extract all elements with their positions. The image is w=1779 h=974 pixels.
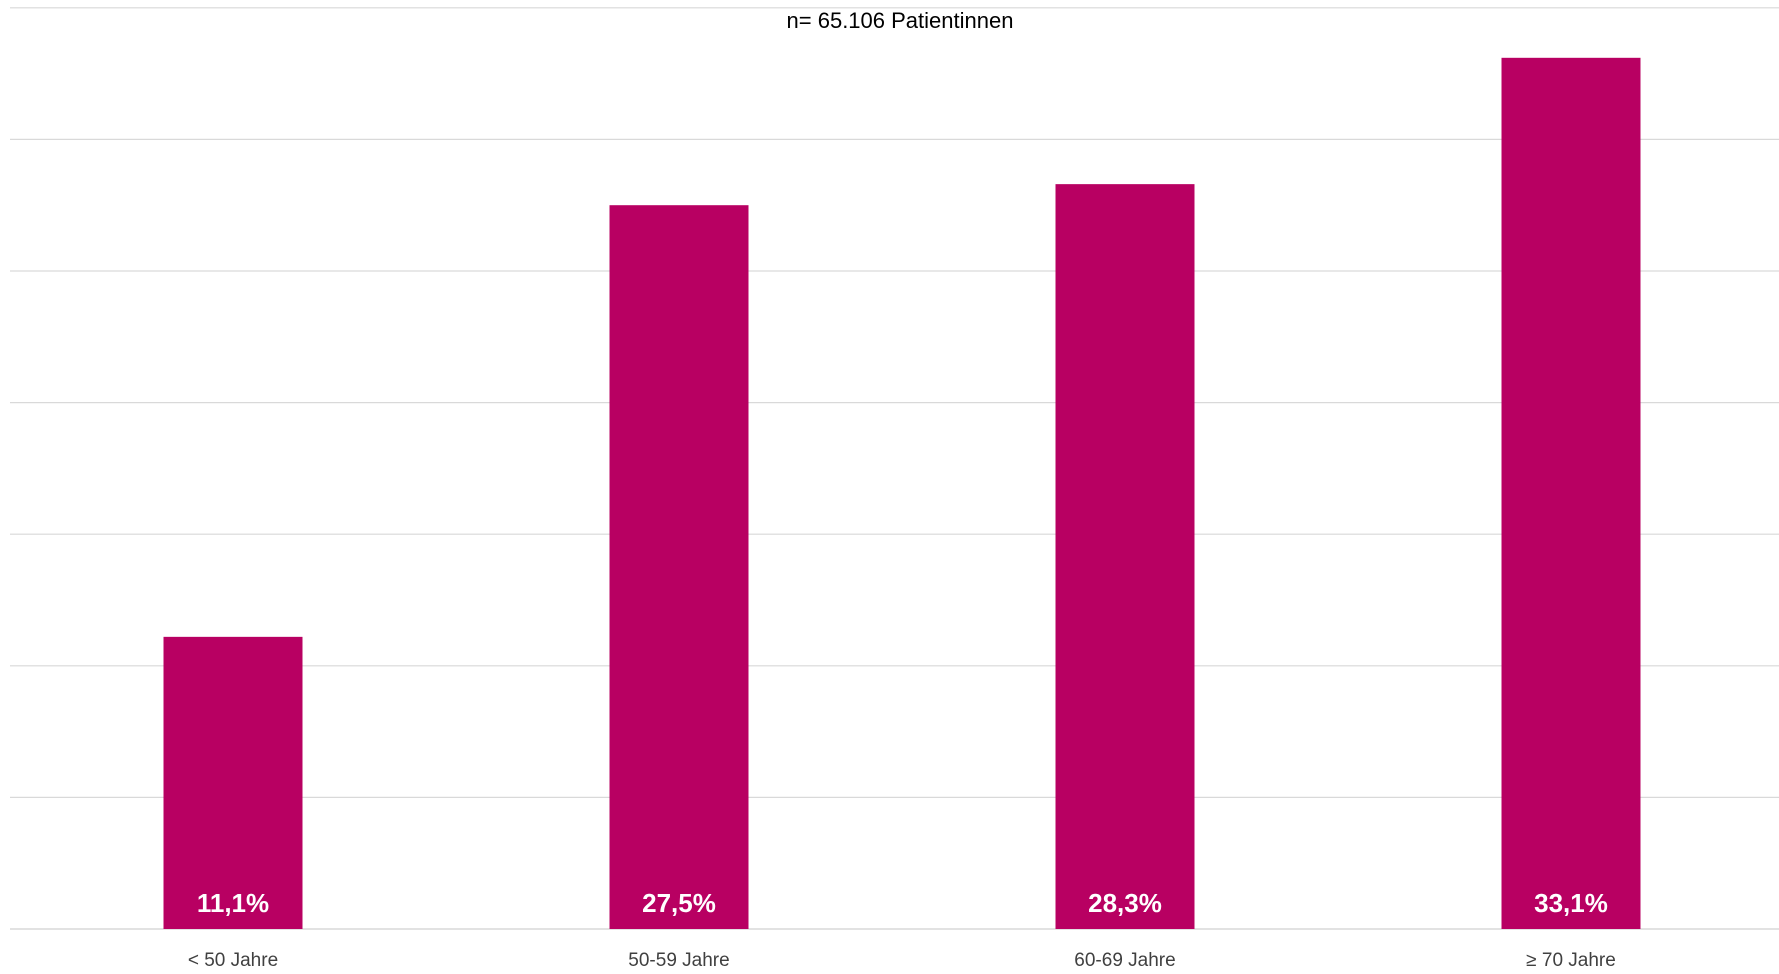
bar (609, 205, 749, 929)
x-tick-label: 50-59 Jahre (628, 950, 729, 971)
x-tick-label: ≥ 70 Jahre (1526, 950, 1616, 971)
bar (163, 636, 303, 929)
x-tick-label: 60-69 Jahre (1074, 950, 1175, 971)
data-label: 33,1% (1534, 888, 1608, 918)
gridlines (10, 7, 1779, 930)
data-label: 27,5% (642, 888, 716, 918)
data-labels: 11,1% 27,5% 28,3% 33,1% (197, 888, 1608, 918)
data-label: 28,3% (1088, 888, 1162, 918)
bar (1501, 57, 1641, 930)
x-axis-tick-labels: < 50 Jahre 50-59 Jahre 60-69 Jahre ≥ 70 Jah… (188, 950, 1616, 971)
data-label: 11,1% (197, 888, 269, 918)
bar (1055, 184, 1195, 930)
bar-series (163, 57, 1641, 930)
chart-subtitle: n= 65.106 Patientinnen (787, 8, 1014, 33)
x-tick-label: < 50 Jahre (188, 950, 278, 971)
